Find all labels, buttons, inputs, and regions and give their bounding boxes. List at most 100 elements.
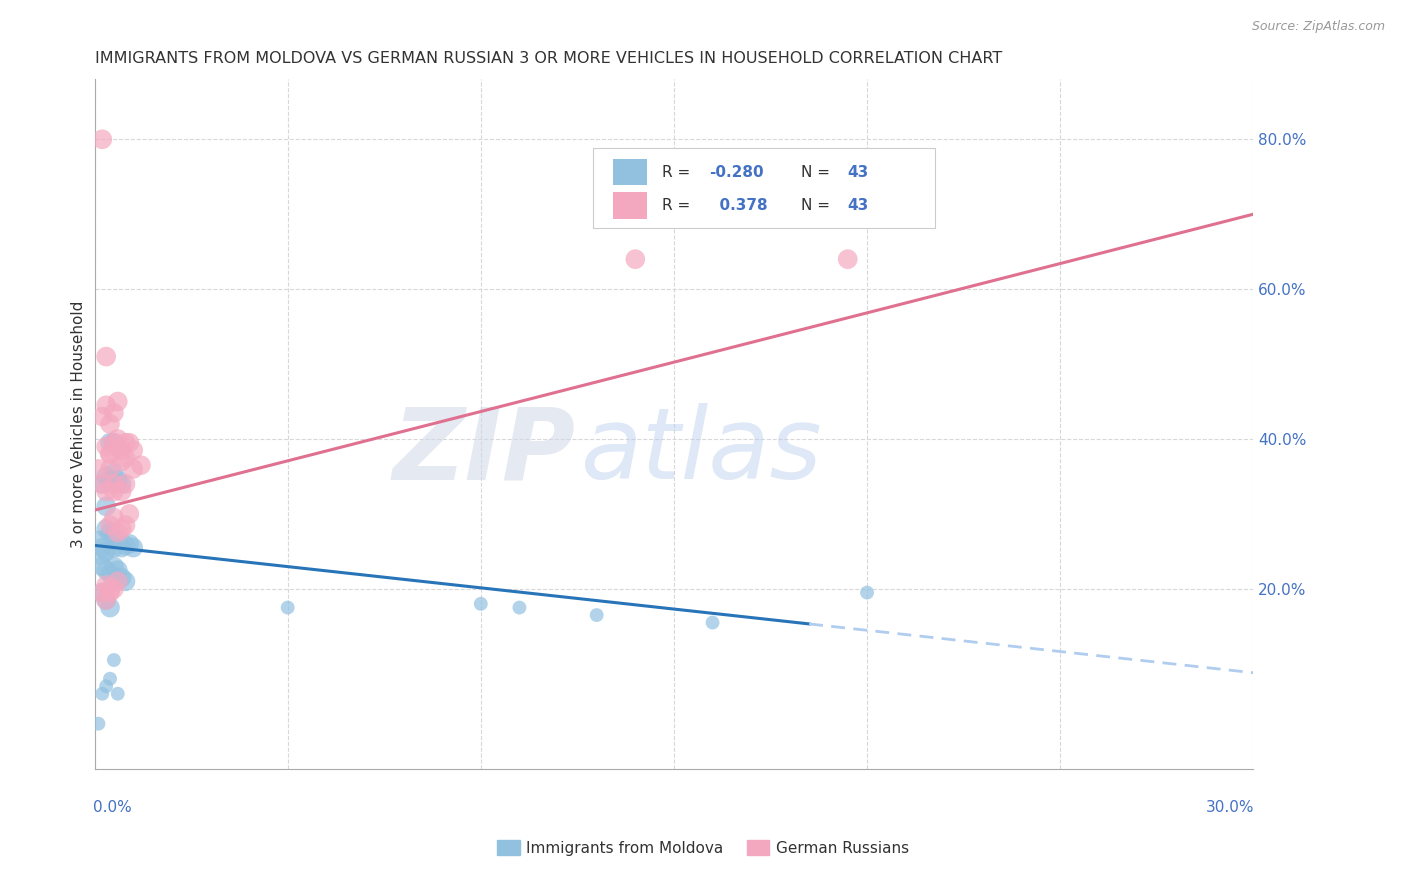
FancyBboxPatch shape bbox=[593, 148, 935, 227]
Point bbox=[98, 417, 121, 431]
Point bbox=[91, 132, 114, 146]
Point bbox=[96, 469, 118, 483]
Point bbox=[96, 593, 118, 607]
Point bbox=[96, 522, 118, 536]
Point bbox=[96, 398, 118, 412]
Point bbox=[110, 571, 132, 585]
Point bbox=[118, 435, 141, 450]
Text: ZIP: ZIP bbox=[392, 403, 575, 500]
Point bbox=[107, 432, 129, 446]
Point bbox=[96, 350, 118, 364]
Point bbox=[98, 582, 121, 596]
Point bbox=[87, 462, 110, 476]
Text: 43: 43 bbox=[848, 165, 869, 180]
Point bbox=[837, 252, 859, 267]
Point bbox=[114, 435, 136, 450]
FancyBboxPatch shape bbox=[613, 193, 647, 219]
Point bbox=[107, 473, 129, 487]
Point bbox=[103, 466, 125, 480]
Point bbox=[129, 458, 152, 473]
Point bbox=[122, 443, 145, 458]
Point bbox=[114, 518, 136, 533]
Point bbox=[98, 585, 121, 599]
Point bbox=[98, 447, 121, 461]
Point bbox=[118, 507, 141, 521]
Legend: Immigrants from Moldova, German Russians: Immigrants from Moldova, German Russians bbox=[491, 834, 915, 862]
Point bbox=[98, 525, 121, 540]
Point bbox=[624, 252, 647, 267]
Point bbox=[91, 541, 114, 555]
Text: -0.280: -0.280 bbox=[709, 165, 763, 180]
Text: IMMIGRANTS FROM MOLDOVA VS GERMAN RUSSIAN 3 OR MORE VEHICLES IN HOUSEHOLD CORREL: IMMIGRANTS FROM MOLDOVA VS GERMAN RUSSIA… bbox=[94, 51, 1002, 66]
Point bbox=[87, 541, 110, 555]
Point bbox=[114, 538, 136, 552]
Point bbox=[91, 559, 114, 574]
Point bbox=[91, 687, 114, 701]
Point bbox=[118, 537, 141, 551]
Point bbox=[91, 477, 114, 491]
Text: N =: N = bbox=[801, 165, 835, 180]
Text: 43: 43 bbox=[848, 198, 869, 213]
Text: atlas: atlas bbox=[581, 403, 823, 500]
Text: Source: ZipAtlas.com: Source: ZipAtlas.com bbox=[1251, 20, 1385, 33]
Point bbox=[96, 563, 118, 577]
Point bbox=[98, 672, 121, 686]
Text: 0.378: 0.378 bbox=[709, 198, 768, 213]
Point bbox=[96, 440, 118, 454]
Point bbox=[103, 477, 125, 491]
Point bbox=[103, 541, 125, 555]
Text: N =: N = bbox=[801, 198, 835, 213]
Point bbox=[103, 406, 125, 420]
Point bbox=[107, 440, 129, 454]
Point bbox=[110, 522, 132, 536]
Point bbox=[114, 574, 136, 589]
Point bbox=[470, 597, 492, 611]
Y-axis label: 3 or more Vehicles in Household: 3 or more Vehicles in Household bbox=[72, 301, 86, 548]
Point bbox=[122, 541, 145, 555]
Point bbox=[122, 462, 145, 476]
Point bbox=[91, 409, 114, 424]
Point bbox=[110, 477, 132, 491]
Point bbox=[110, 443, 132, 458]
Point bbox=[107, 563, 129, 577]
Point bbox=[107, 687, 129, 701]
Point bbox=[702, 615, 724, 630]
Point bbox=[114, 477, 136, 491]
Point bbox=[110, 454, 132, 468]
Point bbox=[103, 435, 125, 450]
Point bbox=[103, 435, 125, 450]
Point bbox=[110, 484, 132, 499]
Point bbox=[96, 679, 118, 693]
Point bbox=[96, 484, 118, 499]
Point bbox=[107, 525, 129, 540]
Point bbox=[96, 544, 118, 558]
Point bbox=[87, 716, 110, 731]
Point bbox=[98, 518, 121, 533]
Point bbox=[103, 529, 125, 543]
Point bbox=[98, 462, 121, 476]
Point bbox=[98, 600, 121, 615]
Point bbox=[103, 559, 125, 574]
Point bbox=[91, 477, 114, 491]
Point bbox=[107, 394, 129, 409]
Text: R =: R = bbox=[662, 198, 696, 213]
Point bbox=[103, 653, 125, 667]
Point bbox=[98, 447, 121, 461]
Point bbox=[114, 450, 136, 465]
FancyBboxPatch shape bbox=[613, 160, 647, 186]
Point bbox=[96, 593, 118, 607]
Text: 0.0%: 0.0% bbox=[93, 799, 132, 814]
Point bbox=[103, 510, 125, 524]
Point bbox=[856, 585, 879, 599]
Point bbox=[91, 585, 114, 599]
Point bbox=[103, 484, 125, 499]
Point bbox=[585, 608, 607, 623]
Point bbox=[98, 473, 121, 487]
Point bbox=[103, 582, 125, 596]
Point bbox=[96, 500, 118, 514]
Point bbox=[110, 541, 132, 555]
Text: 30.0%: 30.0% bbox=[1206, 799, 1254, 814]
Text: R =: R = bbox=[662, 165, 696, 180]
Point bbox=[98, 435, 121, 450]
Point bbox=[277, 600, 299, 615]
